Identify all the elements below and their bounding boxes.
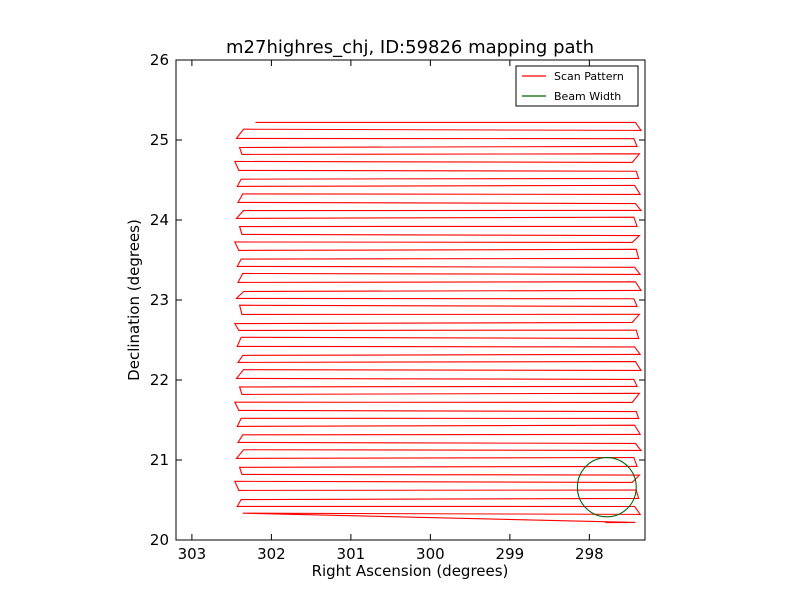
x-tick-label: 302: [257, 545, 286, 563]
y-tick-label: 20: [150, 531, 169, 549]
y-axis-title: Declination (degrees): [125, 219, 143, 381]
x-axis-title: Right Ascension (degrees): [312, 562, 509, 580]
y-tick-label: 24: [150, 211, 169, 229]
x-tick-label: 298: [575, 545, 604, 563]
x-tick-label: 303: [178, 545, 207, 563]
x-tick-label: 299: [496, 545, 525, 563]
x-tick-label: 301: [337, 545, 366, 563]
y-tick-label: 21: [150, 451, 169, 469]
chart-title: m27highres_chj, ID:59826 mapping path: [226, 37, 594, 58]
legend: Scan Pattern Beam Width: [515, 65, 639, 107]
y-tick-label: 22: [150, 371, 169, 389]
plot-area: [233, 121, 643, 524]
scan-pattern-line: [233, 121, 643, 524]
y-tick-label: 23: [150, 291, 169, 309]
y-tick-label: 26: [150, 51, 169, 69]
legend-box: [515, 65, 639, 107]
legend-label-beam: Beam Width: [554, 90, 621, 103]
y-tick-label: 25: [150, 131, 169, 149]
axes: 303 302 301 300 299 298 20 21 22 23 24 25 26: [150, 51, 646, 563]
x-tick-label: 300: [416, 545, 445, 563]
beam-width-circle: [576, 457, 637, 518]
legend-label-scan: Scan Pattern: [554, 70, 624, 83]
axes-frame: [175, 59, 646, 541]
